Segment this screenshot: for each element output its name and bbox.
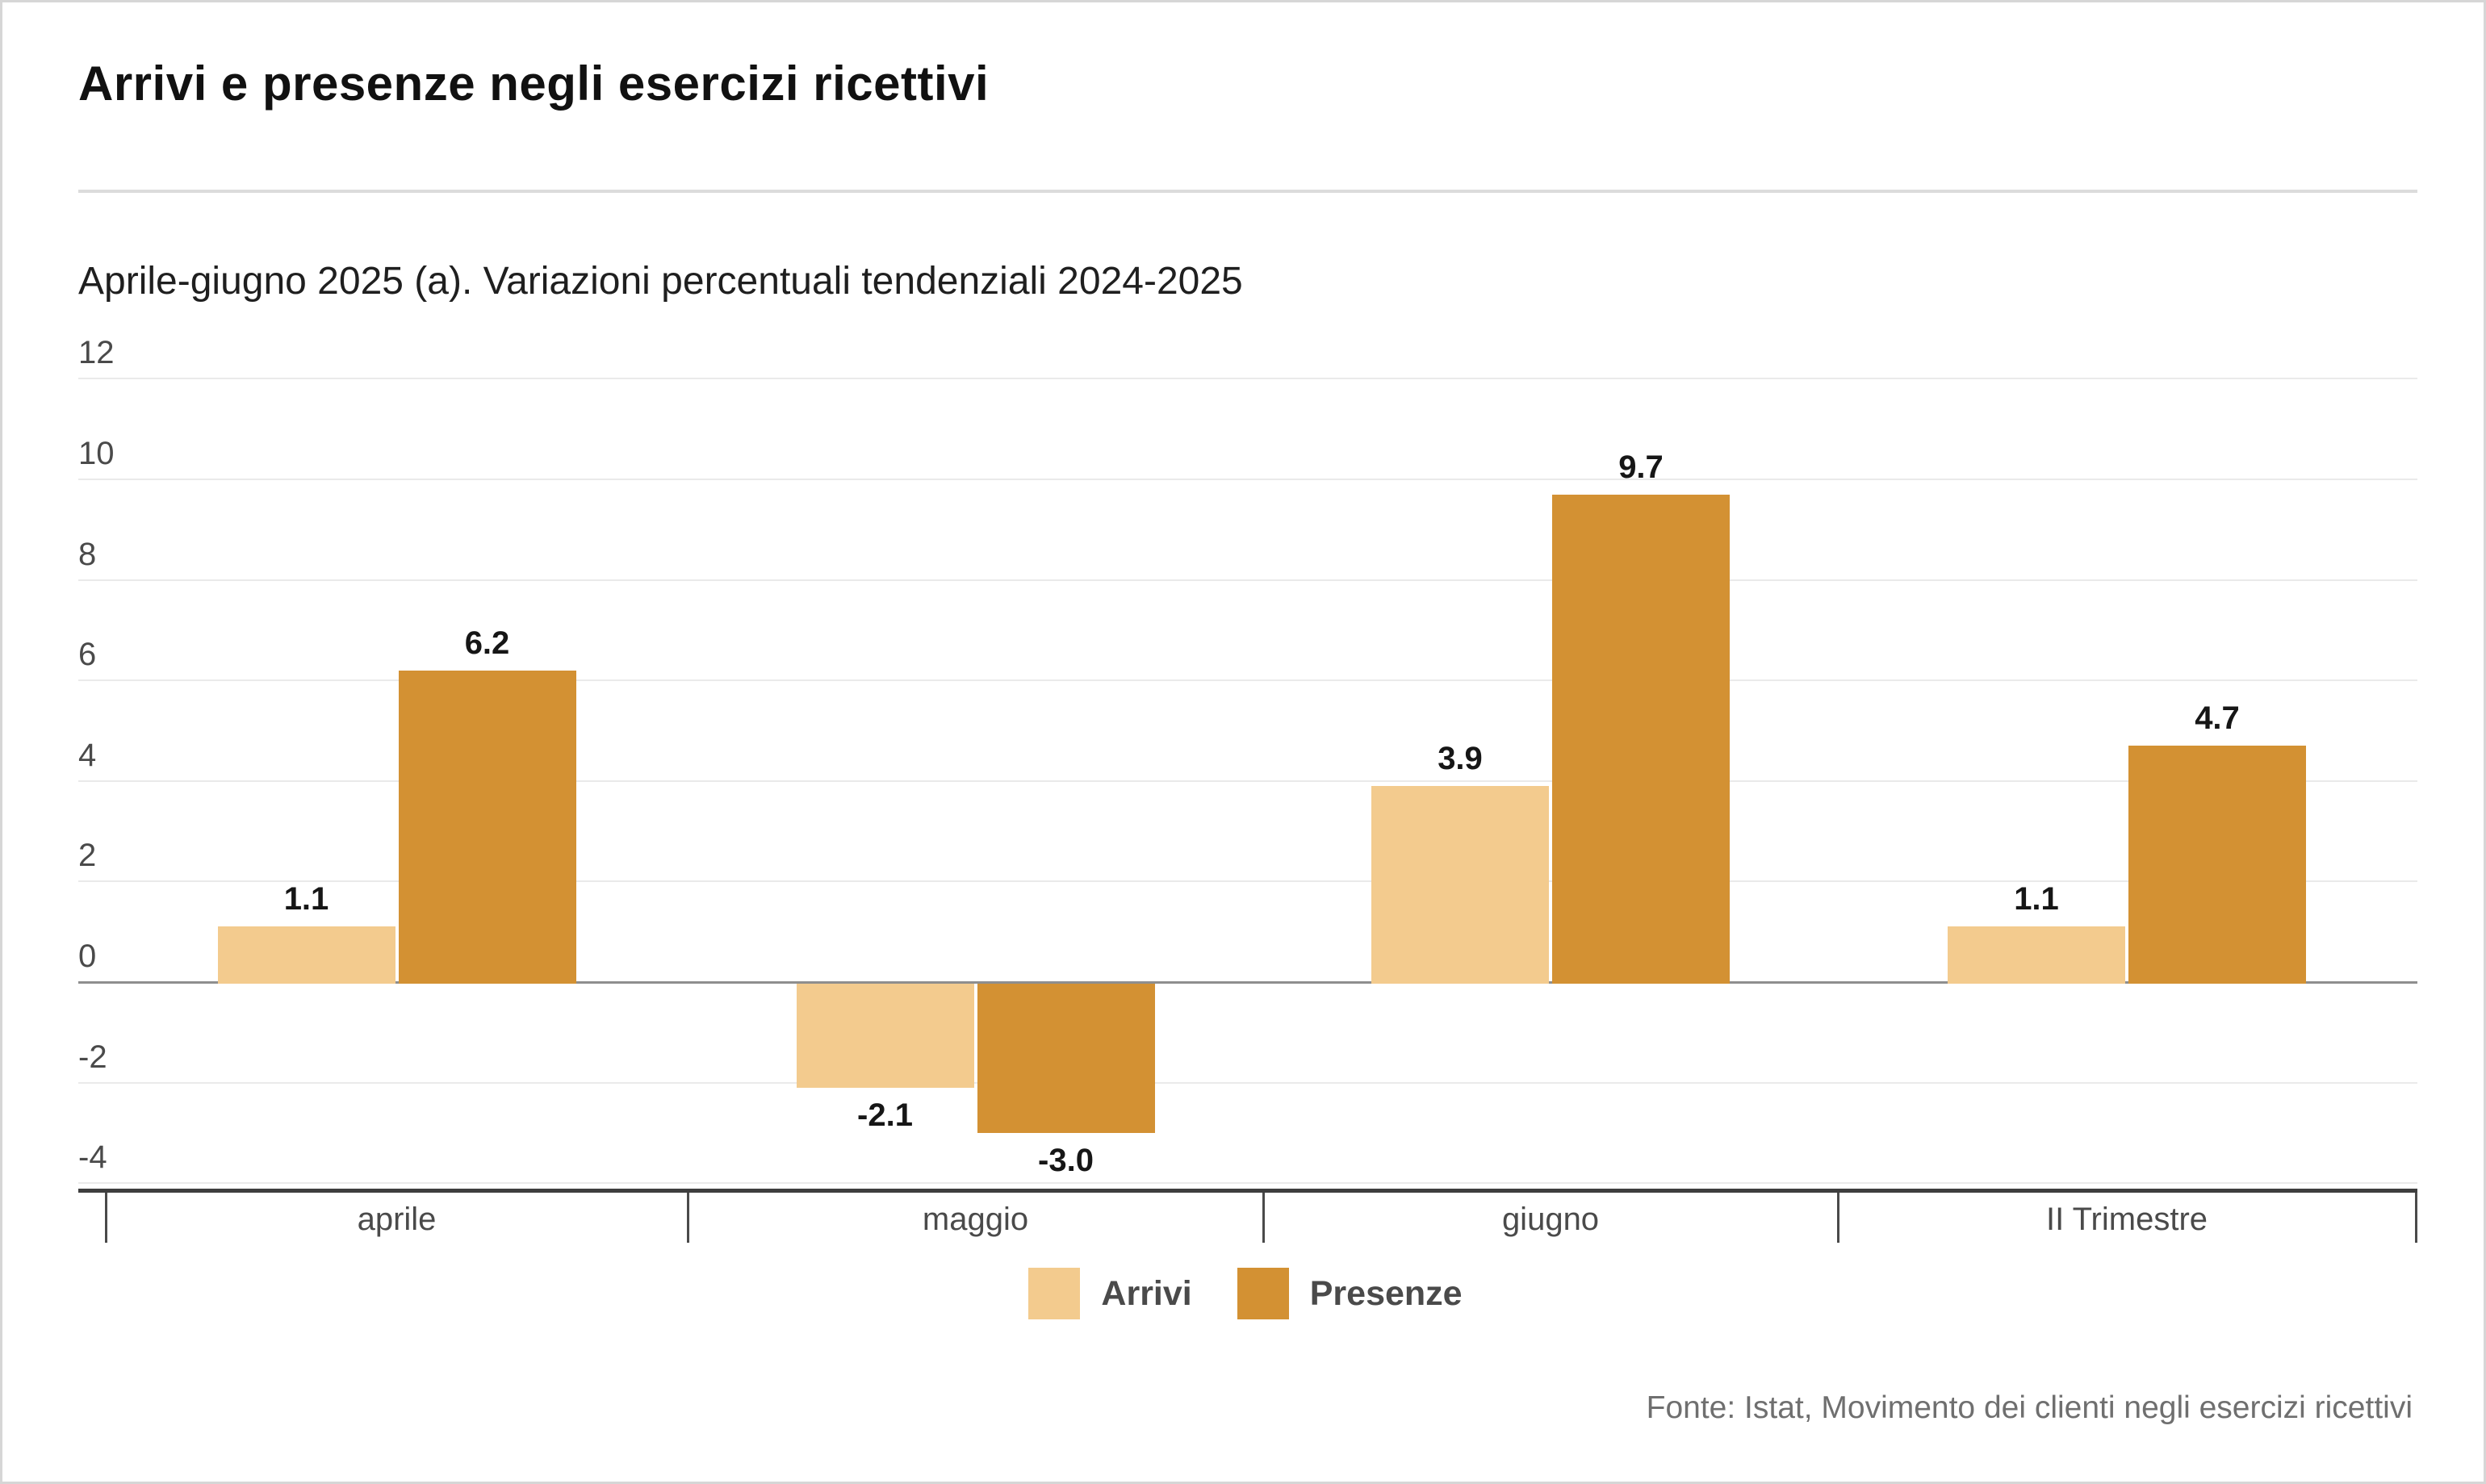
gridline-2 bbox=[78, 880, 2417, 883]
bar-presenze-giugno bbox=[1552, 494, 1730, 984]
value-label-presenze-maggio: -3.0 bbox=[1038, 1142, 1094, 1178]
value-label-presenze-giugno: 9.7 bbox=[1618, 449, 1664, 485]
legend-label-arrivi: Arrivi bbox=[1101, 1273, 1192, 1313]
value-label-arrivi-giugno: 3.9 bbox=[1438, 741, 1483, 777]
gridline--4 bbox=[78, 1182, 2417, 1185]
y-axis-label-10: 10 bbox=[78, 436, 115, 471]
x-axis-tick bbox=[1262, 1193, 1265, 1243]
y-axis-label--2: -2 bbox=[78, 1039, 107, 1075]
category-label-maggio: maggio bbox=[922, 1202, 1029, 1237]
value-label-presenze-ii-trimestre: 4.7 bbox=[2195, 700, 2240, 737]
value-label-arrivi-aprile: 1.1 bbox=[283, 881, 329, 918]
x-axis-line bbox=[78, 1189, 2417, 1193]
bar-arrivi-maggio bbox=[796, 984, 974, 1088]
y-axis-label-8: 8 bbox=[78, 536, 97, 572]
gridline-8 bbox=[78, 579, 2417, 581]
value-label-arrivi-ii-trimestre: 1.1 bbox=[2014, 881, 2059, 918]
gridline-10 bbox=[78, 479, 2417, 480]
gridline-12 bbox=[78, 378, 2417, 380]
bar-presenze-aprile bbox=[398, 670, 576, 984]
x-axis-tick bbox=[1837, 1193, 1839, 1243]
legend-label-presenze: Presenze bbox=[1309, 1273, 1463, 1313]
y-axis-label-2: 2 bbox=[78, 838, 97, 874]
legend-swatch-presenze bbox=[1237, 1268, 1289, 1319]
chart-title: Arrivi e presenze negli esercizi ricetti… bbox=[78, 56, 990, 111]
category-label-giugno: giugno bbox=[1501, 1202, 1600, 1237]
value-label-arrivi-maggio: -2.1 bbox=[857, 1097, 913, 1133]
gridline-4 bbox=[78, 780, 2417, 782]
chart-subtitle: Aprile-giugno 2025 (a). Variazioni perce… bbox=[78, 260, 1243, 303]
source-note: Fonte: Istat, Movimento dei clienti negl… bbox=[1646, 1390, 2413, 1425]
category-label-ii-trimestre: II Trimestre bbox=[2045, 1202, 2208, 1237]
legend-item-arrivi: Arrivi bbox=[1028, 1268, 1192, 1319]
value-label-presenze-aprile: 6.2 bbox=[464, 625, 510, 661]
y-axis-label-0: 0 bbox=[78, 938, 97, 974]
x-axis-tick bbox=[2415, 1193, 2417, 1243]
title-divider bbox=[78, 190, 2417, 193]
x-axis-tick bbox=[687, 1193, 689, 1243]
legend-swatch-arrivi bbox=[1028, 1268, 1081, 1319]
y-axis-label-6: 6 bbox=[78, 637, 97, 673]
bar-arrivi-aprile bbox=[217, 926, 396, 984]
legend: Arrivi Presenze bbox=[2, 1268, 2484, 1319]
bar-arrivi-ii-trimestre bbox=[1948, 926, 2125, 984]
category-label-aprile: aprile bbox=[357, 1202, 437, 1237]
gridline--2 bbox=[78, 1081, 2417, 1084]
bar-presenze-maggio bbox=[977, 984, 1155, 1133]
y-axis-label-12: 12 bbox=[78, 335, 115, 371]
bar-arrivi-giugno bbox=[1371, 786, 1549, 984]
zero-gridline bbox=[78, 981, 2417, 984]
legend-item-presenze: Presenze bbox=[1237, 1268, 1463, 1319]
y-axis-label--4: -4 bbox=[78, 1139, 107, 1176]
bar-presenze-ii-trimestre bbox=[2128, 746, 2306, 984]
x-axis-tick bbox=[105, 1193, 107, 1243]
gridline-6 bbox=[78, 679, 2417, 682]
y-axis-label-4: 4 bbox=[78, 737, 97, 773]
